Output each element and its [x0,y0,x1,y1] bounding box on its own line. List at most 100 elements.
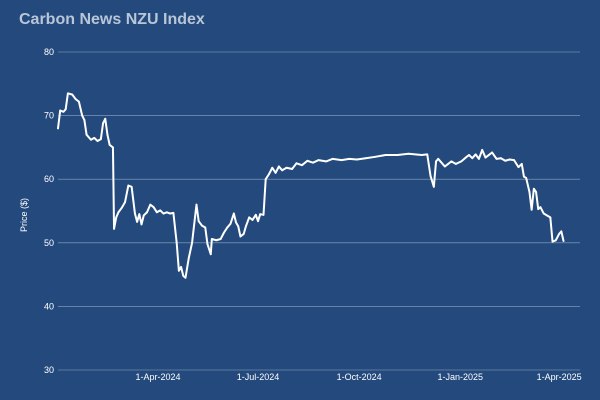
data-point [152,206,155,209]
data-point [364,157,367,160]
data-point [484,156,487,159]
data-point [426,153,429,156]
data-point [115,216,118,219]
data-point [535,191,537,193]
data-point [454,163,457,165]
data-point [520,163,523,165]
data-point [499,157,502,160]
data-point [429,175,432,177]
data-point [525,177,528,179]
data-point [420,154,423,156]
data-point [177,269,180,272]
data-point [281,169,284,172]
data-point [106,133,109,136]
data-point [549,216,552,219]
data-point [130,185,133,188]
y-tick-labels: 30 40 50 60 70 80 [44,47,54,375]
data-point [508,158,511,161]
grid-lines [58,51,580,371]
data-point [443,165,446,168]
data-point [306,159,309,162]
data-point [558,233,561,235]
data-point [554,239,557,242]
data-point [546,214,548,217]
data-point [142,214,145,217]
data-point [254,213,257,216]
data-point [268,173,270,176]
data-point [59,109,62,112]
data-point [134,212,136,215]
data-point [57,127,59,130]
y-tick-label: 80 [44,47,54,57]
series-line [57,92,565,279]
data-point [77,100,80,103]
data-point [340,159,343,162]
data-point [206,243,209,245]
data-point [113,227,115,230]
data-point [64,108,67,111]
data-point [99,138,102,141]
data-point [450,160,453,163]
data-point [83,119,86,121]
data-point [226,226,229,229]
data-point [274,171,277,174]
data-point [504,159,507,162]
data-point [138,213,141,216]
data-point [331,157,334,160]
data-point [229,222,232,225]
data-point [191,241,193,244]
data-point [432,185,435,188]
data-point [530,208,533,211]
data-point [257,220,259,223]
data-point [182,274,185,277]
data-point [108,143,111,146]
data-point [251,219,254,221]
data-point [537,208,540,210]
data-point [542,212,545,215]
data-point [301,164,303,167]
data-point [197,220,200,223]
data-point [66,92,69,95]
data-point [356,158,358,161]
data-point [474,153,477,156]
data-point [87,136,90,139]
x-tick-label: 1-Jul-2024 [237,372,280,382]
data-point [237,225,240,228]
data-point [120,206,123,209]
data-point [180,266,182,268]
data-point [271,166,274,169]
data-point [219,238,222,240]
data-point [146,211,148,214]
y-tick-label: 70 [44,111,54,121]
data-point [487,154,490,156]
data-point [112,146,114,149]
data-point [471,157,474,160]
series-layer [57,92,565,279]
data-point [62,110,65,113]
data-point [532,187,535,190]
data-point [239,235,242,238]
data-point [124,201,126,204]
data-point [528,191,531,193]
x-tick-labels: 1-Apr-2024 1-Jul-2024 1-Oct-2024 1-Jan-2025… [135,372,581,382]
data-point [85,133,88,136]
data-point [215,239,218,242]
data-point [74,98,77,100]
y-axis-label: Price ($) [19,198,29,232]
data-point [248,216,251,219]
data-point [262,213,265,216]
data-point [96,140,99,142]
data-point [478,157,480,160]
data-point [81,114,84,117]
data-point [156,211,158,214]
data-point [102,122,104,125]
y-tick-label: 50 [44,238,54,248]
data-point [210,238,213,240]
data-point [140,223,143,226]
data-point [235,221,237,224]
x-tick-label: 1-Oct-2024 [337,372,382,382]
data-point [159,209,162,212]
data-point [201,224,203,227]
data-point [242,233,245,235]
